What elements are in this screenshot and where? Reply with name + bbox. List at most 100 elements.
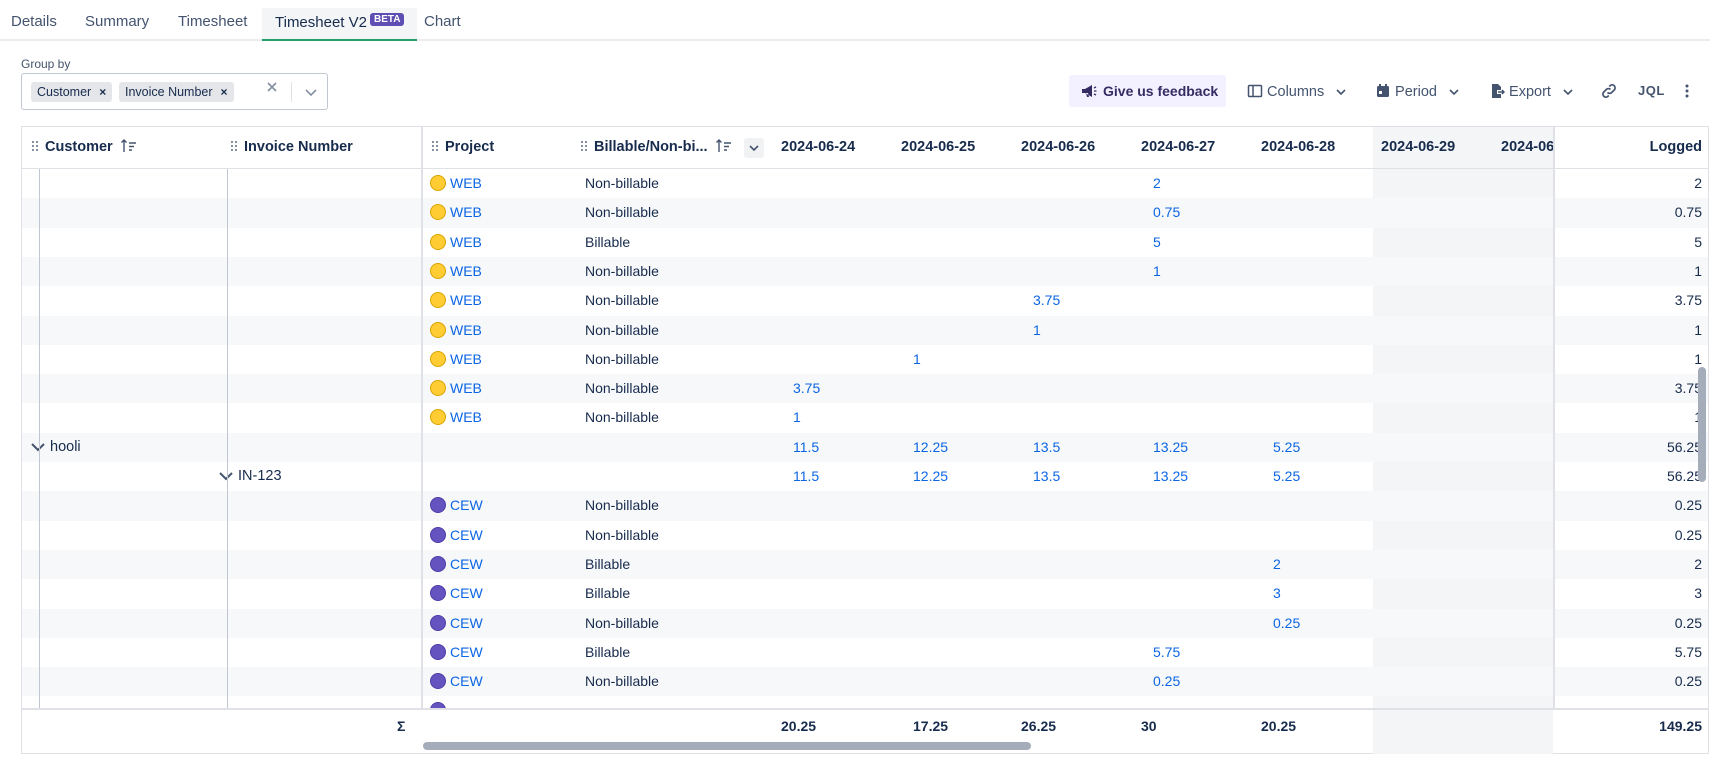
header-date[interactable]: 2024-06-29 [1381, 139, 1456, 155]
chevron-down-icon[interactable] [218, 468, 238, 484]
header-invoice-number[interactable]: Invoice Number [230, 127, 353, 168]
project-link[interactable]: CEW [450, 614, 483, 631]
customer-group-row-label[interactable]: hooli [30, 433, 81, 462]
hours-cell[interactable]: 5 [1153, 233, 1161, 250]
project-link[interactable]: CEW [450, 497, 483, 514]
hours-cell[interactable]: 0.75 [1153, 204, 1181, 221]
hours-cell[interactable]: 5.25 [1273, 438, 1301, 455]
chevron-down-icon[interactable] [301, 82, 321, 102]
project-cell[interactable]: CEW [430, 550, 483, 579]
sort-icon[interactable] [715, 139, 732, 153]
header-customer[interactable]: Customer [31, 127, 137, 168]
hours-cell[interactable]: 0.25 [1273, 614, 1301, 631]
jql-button[interactable]: JQL [1638, 83, 1665, 98]
column-menu-chevron-icon[interactable] [744, 138, 764, 158]
hours-cell[interactable]: 12.25 [913, 468, 949, 484]
chevron-down-icon[interactable] [30, 439, 50, 455]
hours-cell[interactable]: 13.5 [1033, 468, 1061, 484]
project-link[interactable]: WEB [450, 292, 482, 309]
tab-timesheet[interactable]: Timesheet [178, 13, 248, 30]
project-cell[interactable] [430, 696, 450, 710]
header-date[interactable]: 2024-06-26 [1021, 139, 1096, 155]
project-cell[interactable]: WEB [430, 169, 482, 198]
project-link[interactable]: WEB [450, 175, 482, 191]
sort-icon[interactable] [120, 139, 137, 153]
hours-cell[interactable]: 13.25 [1153, 438, 1189, 455]
project-link[interactable]: WEB [450, 233, 482, 250]
hours-cell[interactable]: 2 [1153, 175, 1161, 191]
drag-handle-icon[interactable] [31, 140, 39, 152]
export-button[interactable]: Export [1489, 83, 1575, 100]
project-link[interactable]: WEB [450, 262, 482, 279]
project-link[interactable]: WEB [450, 204, 482, 221]
hours-cell[interactable]: 12.25 [913, 438, 949, 455]
clear-icon[interactable] [265, 80, 279, 99]
tab-timesheet-v2[interactable]: Timesheet V2 BETA [262, 8, 418, 41]
hours-cell[interactable]: 5.75 [1153, 643, 1181, 660]
project-link[interactable]: CEW [450, 526, 483, 543]
header-project[interactable]: Project [431, 127, 494, 168]
tab-details[interactable]: Details [11, 13, 57, 30]
hours-cell[interactable]: 0.25 [1153, 673, 1181, 690]
project-cell[interactable]: WEB [430, 228, 482, 257]
project-cell[interactable]: CEW [430, 609, 483, 638]
hours-cell[interactable]: 1 [793, 409, 801, 426]
project-cell[interactable]: WEB [430, 374, 482, 403]
project-link[interactable]: CEW [450, 585, 483, 602]
project-cell[interactable]: CEW [430, 667, 483, 696]
drag-handle-icon[interactable] [230, 140, 238, 152]
hours-cell[interactable]: 2 [1273, 555, 1281, 572]
hours-cell[interactable]: 11.5 [793, 468, 820, 484]
hours-cell[interactable]: 3.75 [1033, 292, 1061, 309]
hours-cell[interactable]: 13.25 [1153, 468, 1189, 484]
header-date[interactable]: 2024-06 [1501, 139, 1553, 155]
project-link[interactable]: WEB [450, 380, 482, 397]
project-link[interactable]: WEB [450, 409, 482, 426]
project-cell[interactable]: WEB [430, 403, 482, 432]
project-link[interactable]: WEB [450, 321, 482, 338]
drag-handle-icon[interactable] [431, 140, 439, 152]
header-billable[interactable]: Billable/Non-bi... [580, 127, 732, 168]
header-logged[interactable]: Logged [1649, 139, 1702, 155]
header-date[interactable]: 2024-06-25 [901, 139, 976, 155]
hours-cell[interactable]: 3.75 [793, 380, 821, 397]
hours-cell[interactable]: 13.5 [1033, 438, 1061, 455]
project-cell[interactable]: CEW [430, 521, 483, 550]
invoice-group-row-label[interactable]: IN-123 [218, 462, 282, 491]
project-link[interactable]: CEW [450, 555, 483, 572]
hours-cell[interactable]: 1 [913, 350, 921, 367]
project-cell[interactable]: WEB [430, 286, 482, 315]
project-cell[interactable]: WEB [430, 257, 482, 286]
more-options-icon[interactable] [1684, 83, 1690, 100]
header-date[interactable]: 2024-06-24 [781, 139, 856, 155]
hours-cell[interactable]: 11.5 [793, 438, 820, 455]
tab-chart[interactable]: Chart [424, 13, 461, 30]
link-button[interactable] [1600, 83, 1618, 100]
project-link[interactable]: WEB [450, 350, 482, 367]
project-cell[interactable]: WEB [430, 198, 482, 227]
tab-summary[interactable]: Summary [85, 13, 150, 30]
project-cell[interactable]: CEW [430, 491, 483, 520]
hours-cell[interactable]: 1 [1033, 321, 1041, 338]
chip-remove-icon[interactable]: × [99, 85, 107, 99]
hours-cell[interactable]: 5.25 [1273, 468, 1301, 484]
hours-cell[interactable]: 3 [1273, 585, 1281, 602]
project-link[interactable]: CEW [450, 643, 483, 660]
groupby-select[interactable]: Customer × Invoice Number × [21, 73, 328, 110]
project-cell[interactable]: CEW [430, 579, 483, 608]
vertical-scrollbar[interactable] [1698, 367, 1706, 482]
chip-remove-icon[interactable]: × [220, 85, 228, 99]
project-cell[interactable]: WEB [430, 316, 482, 345]
columns-icon [1247, 84, 1263, 98]
hours-cell[interactable]: 1 [1153, 262, 1161, 279]
header-date[interactable]: 2024-06-28 [1261, 139, 1336, 155]
feedback-button[interactable]: Give us feedback [1069, 75, 1226, 107]
project-link[interactable]: CEW [450, 673, 483, 690]
columns-button[interactable]: Columns [1247, 83, 1348, 100]
drag-handle-icon[interactable] [580, 140, 588, 152]
period-button[interactable]: Period [1375, 83, 1461, 100]
horizontal-scrollbar[interactable] [423, 742, 1031, 750]
project-cell[interactable]: WEB [430, 345, 482, 374]
project-cell[interactable]: CEW [430, 638, 483, 667]
header-date[interactable]: 2024-06-27 [1141, 139, 1216, 155]
